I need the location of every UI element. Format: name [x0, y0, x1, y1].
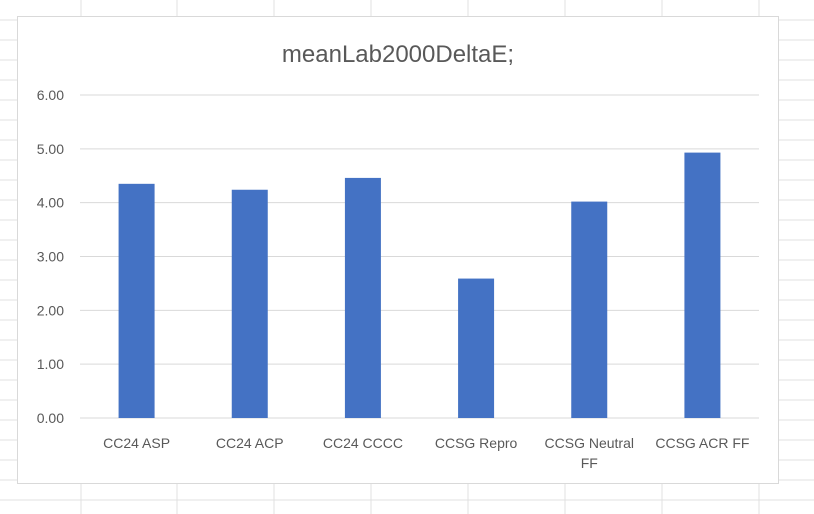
chart-area[interactable]: meanLab2000DeltaE; 0.00 1.00 2.00 3.00 4.00 5… — [17, 16, 779, 484]
bar[interactable] — [458, 278, 495, 418]
y-tick-label: 6.00 — [37, 87, 64, 103]
y-tick-label: 1.00 — [37, 356, 64, 372]
chart-title: meanLab2000DeltaE; — [281, 41, 515, 68]
y-tick-label: 2.00 — [37, 302, 64, 318]
bar[interactable] — [118, 183, 155, 418]
x-tick-label: CCSG Repro — [435, 435, 518, 451]
x-tick-label: CC24 ACP — [216, 435, 284, 451]
x-tick-label: CC24 CCCC — [323, 435, 403, 451]
y-tick-label: 0.00 — [37, 410, 64, 426]
bar[interactable] — [344, 177, 381, 418]
x-tick-label: CC24 ASP — [103, 435, 170, 451]
y-tick-label: 4.00 — [37, 195, 64, 211]
x-tick-label: CCSG ACR FF — [655, 435, 749, 451]
plot-area: 0.00 1.00 2.00 3.00 4.00 5.00 6.00 CC24 ASP CC24… — [37, 87, 759, 471]
x-tick-label: CCSG Neutral FF — [545, 435, 634, 471]
bar[interactable] — [684, 152, 721, 418]
y-tick-label: 3.00 — [37, 249, 64, 265]
y-tick-label: 5.00 — [37, 141, 64, 157]
bar[interactable] — [571, 201, 608, 418]
bar[interactable] — [231, 189, 268, 418]
